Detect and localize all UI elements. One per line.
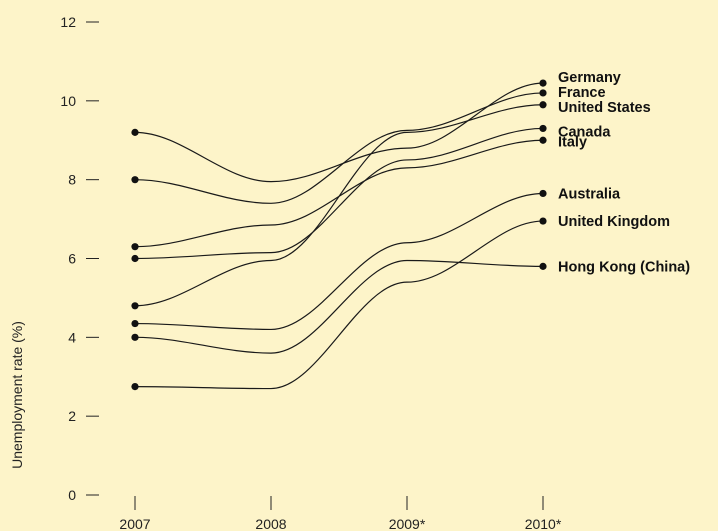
series-points — [131, 79, 547, 391]
x-tick-label: 2007 — [119, 516, 150, 531]
series-label-canada: Canada — [558, 124, 611, 140]
data-point-italy — [131, 243, 139, 251]
data-point-australia — [131, 319, 139, 328]
data-point-germany — [131, 128, 139, 136]
data-point-france — [131, 176, 139, 184]
series-line-canada — [134, 127, 544, 260]
data-point-united-kingdom — [131, 383, 139, 391]
data-point-united-states — [539, 101, 547, 109]
data-point-hong-kong-china — [131, 333, 139, 341]
x-axis: 2007 2008 2009* 2010* — [119, 496, 562, 531]
y-tick-label: 6 — [68, 251, 76, 267]
x-tick-label: 2008 — [255, 516, 286, 531]
series-label-united-kingdom: United Kingdom — [558, 214, 670, 230]
data-point-hong-kong-china — [539, 262, 547, 270]
y-tick-label: 2 — [68, 408, 76, 424]
series-label-germany: Germany — [558, 70, 621, 86]
series-line-australia — [134, 192, 544, 331]
series-label-united-states: United States — [558, 100, 651, 116]
data-point-italy — [539, 136, 547, 144]
data-point-australia — [539, 189, 547, 198]
data-point-united-states — [131, 302, 139, 310]
y-tick-label: 12 — [60, 14, 76, 30]
series-lines — [134, 82, 544, 390]
y-axis-title: Unemployment rate (%) — [9, 321, 25, 469]
series-line-italy — [134, 139, 544, 248]
series-label-italy: Italy — [558, 134, 587, 150]
y-axis: 0 2 4 6 8 10 12 — [60, 14, 99, 503]
series-line-hong-kong-china — [134, 259, 544, 354]
data-point-germany — [539, 79, 547, 87]
y-tick-label: 0 — [68, 487, 76, 503]
y-tick-label: 4 — [68, 329, 76, 345]
x-tick-label: 2010* — [525, 516, 562, 531]
data-point-france — [539, 89, 547, 97]
series-line-france — [134, 92, 544, 204]
data-point-canada — [131, 254, 139, 263]
x-tick-label: 2009* — [389, 516, 426, 531]
series-label-australia: Australia — [558, 186, 621, 202]
data-point-united-kingdom — [539, 217, 547, 225]
y-tick-label: 10 — [60, 93, 76, 109]
series-line-united-kingdom — [134, 220, 544, 390]
series-line-united-states — [134, 104, 544, 307]
y-tick-label: 8 — [68, 172, 76, 188]
series-label-hong-kong-china: Hong Kong (China) — [558, 259, 690, 275]
data-point-canada — [539, 124, 547, 133]
series-label-france: France — [558, 85, 606, 101]
